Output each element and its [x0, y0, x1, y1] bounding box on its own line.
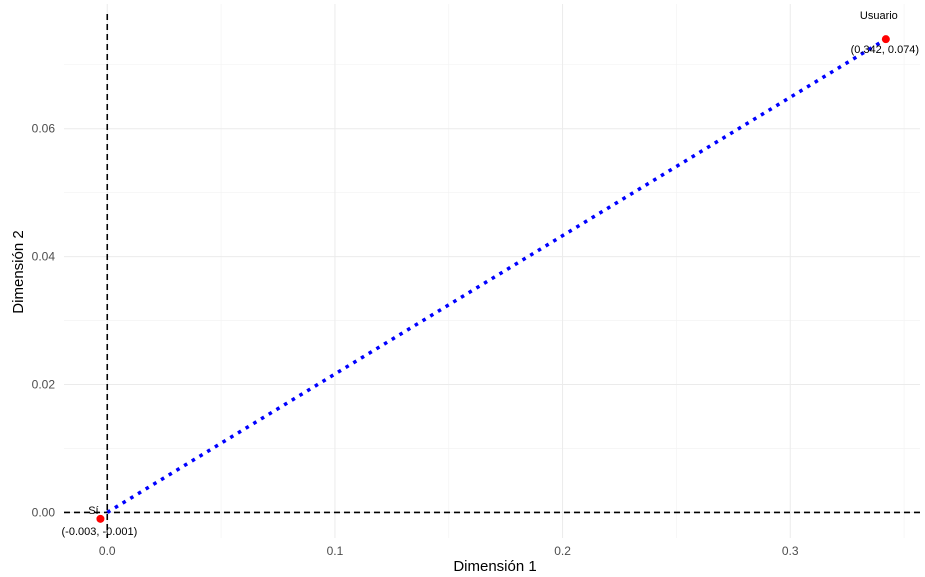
- point-value-label: (-0.003, -0.001): [62, 526, 138, 538]
- major-gridlines: [64, 4, 920, 538]
- y-axis-ticks: 0.00 0.02 0.04 0.06: [32, 122, 56, 520]
- y-tick-label: 0.06: [32, 122, 56, 136]
- y-tick-label: 0.00: [32, 505, 56, 519]
- data-point-2: [881, 35, 890, 44]
- y-tick-label: 0.04: [32, 250, 56, 264]
- x-tick-label: 0.0: [99, 544, 116, 558]
- x-tick-label: 0.2: [554, 544, 571, 558]
- point-name-label: Sí: [88, 505, 98, 517]
- connector-dotted-line: [106, 37, 887, 514]
- x-tick-label: 0.1: [327, 544, 344, 558]
- data-point-1: [96, 514, 105, 523]
- y-tick-label: 0.02: [32, 378, 56, 392]
- minor-gridlines: [64, 4, 920, 538]
- point-name-label: Usuario: [860, 10, 898, 22]
- connector-line: [106, 37, 887, 514]
- y-axis-title: Dimensión 2: [10, 230, 27, 313]
- point-value-label: (0.342, 0.074): [851, 44, 920, 56]
- reference-lines: [64, 14, 920, 538]
- x-axis-ticks: 0.0 0.1 0.2 0.3: [99, 544, 799, 558]
- x-tick-label: 0.3: [782, 544, 799, 558]
- data-points: Sí (-0.003, -0.001) Usuario (0.342, 0.074): [62, 10, 920, 538]
- x-axis-title: Dimensión 1: [453, 558, 536, 575]
